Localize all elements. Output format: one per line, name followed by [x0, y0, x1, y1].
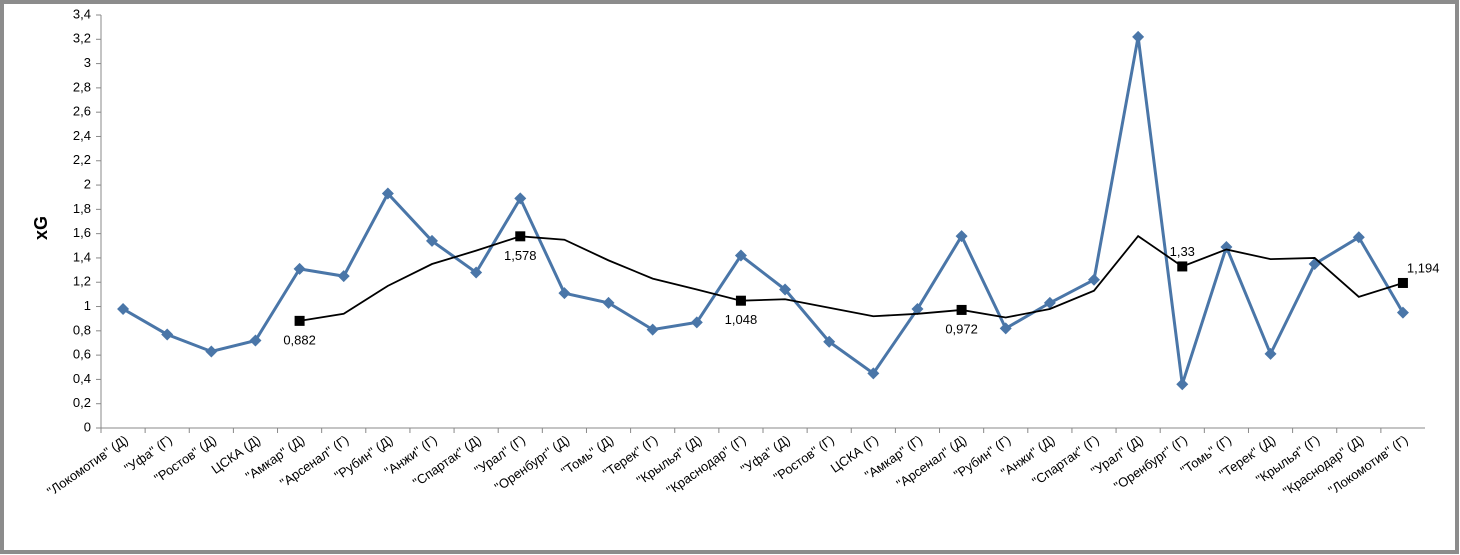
data-label: 1,048 — [725, 312, 758, 327]
series-line — [122, 36, 1405, 385]
point-marker — [294, 315, 305, 326]
point-marker — [867, 367, 880, 380]
series-line — [299, 234, 1404, 322]
y-tick-label: 0,6 — [73, 347, 91, 362]
y-tick-label: 0,2 — [73, 395, 91, 410]
point-marker — [1088, 273, 1100, 286]
point-marker — [1397, 277, 1408, 288]
data-label: 0,972 — [945, 321, 978, 336]
point-marker — [956, 304, 967, 315]
point-marker — [558, 287, 571, 300]
data-label: 0,882 — [283, 332, 316, 347]
y-tick-label: 2,4 — [73, 128, 91, 143]
y-tick-label: 3,2 — [73, 31, 91, 46]
point-marker — [426, 234, 438, 247]
y-tick-label: 0,4 — [73, 371, 91, 386]
y-tick-label: 2 — [84, 176, 91, 191]
data-label: 1,194 — [1407, 260, 1440, 275]
y-tick-label: 1,2 — [73, 274, 91, 289]
point-marker — [293, 262, 306, 275]
y-tick-label: 2,2 — [73, 152, 91, 167]
y-tick-label: 3 — [84, 55, 91, 70]
point-marker — [1264, 347, 1277, 360]
point-marker — [515, 231, 526, 242]
point-marker — [955, 230, 968, 243]
y-tick-label: 1,8 — [73, 201, 91, 216]
point-marker — [1176, 378, 1189, 391]
point-marker — [602, 296, 615, 309]
y-tick-label: 1 — [84, 298, 91, 313]
data-label: 1,33 — [1170, 244, 1195, 259]
y-tick-label: 2,8 — [73, 79, 91, 94]
y-tick-label: 1,6 — [73, 225, 91, 240]
y-tick-label: 3,4 — [73, 6, 91, 21]
point-marker — [690, 316, 703, 329]
y-axis-label: xG — [31, 216, 51, 240]
y-tick-label: 1,4 — [73, 249, 91, 264]
point-marker — [514, 192, 527, 205]
point-marker — [381, 187, 394, 200]
point-marker — [999, 322, 1012, 335]
point-marker — [470, 266, 483, 279]
point-marker — [1043, 296, 1056, 309]
point-marker — [734, 249, 747, 262]
data-label: 1,578 — [504, 248, 537, 263]
point-marker — [337, 270, 350, 283]
point-marker — [1352, 231, 1365, 244]
point-marker — [1132, 30, 1145, 43]
point-marker — [646, 323, 659, 336]
point-marker — [205, 345, 218, 358]
point-marker — [1396, 306, 1409, 319]
point-marker — [779, 283, 792, 296]
point-marker — [823, 335, 836, 348]
point-marker — [1177, 261, 1188, 272]
y-tick-label: 2,6 — [73, 104, 91, 119]
y-tick-label: 0,8 — [73, 322, 91, 337]
point-marker — [249, 334, 262, 347]
point-marker — [117, 302, 130, 315]
point-marker — [911, 302, 924, 315]
point-marker — [735, 295, 746, 306]
point-marker — [161, 328, 174, 341]
y-tick-label: 0 — [84, 419, 91, 434]
